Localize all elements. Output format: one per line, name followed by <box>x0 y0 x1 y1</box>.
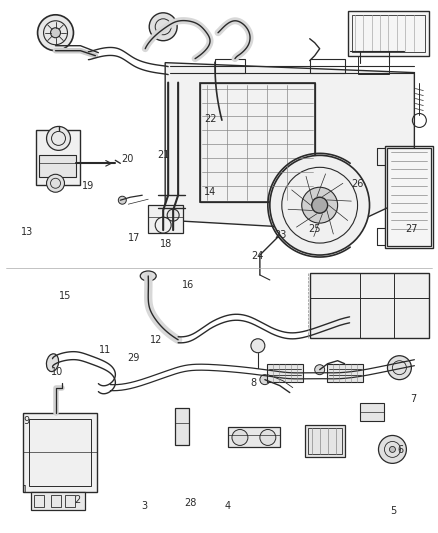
Text: 18: 18 <box>159 239 172 249</box>
Text: 1: 1 <box>21 484 28 495</box>
Bar <box>360 402 385 421</box>
Bar <box>200 83 314 202</box>
Text: 15: 15 <box>59 290 71 301</box>
Bar <box>31 492 85 510</box>
Circle shape <box>312 197 328 213</box>
Bar <box>327 364 363 382</box>
Bar <box>35 131 81 185</box>
Polygon shape <box>165 63 414 230</box>
Text: 23: 23 <box>274 230 286 240</box>
Text: 21: 21 <box>157 150 170 160</box>
Bar <box>39 155 77 177</box>
Circle shape <box>118 196 126 204</box>
Bar <box>352 15 425 52</box>
Bar <box>28 418 92 486</box>
Text: 6: 6 <box>397 445 403 455</box>
Circle shape <box>378 435 406 463</box>
Text: 26: 26 <box>352 179 364 189</box>
Text: 8: 8 <box>251 378 257 389</box>
Circle shape <box>149 13 177 41</box>
Bar <box>228 427 280 447</box>
Text: 17: 17 <box>127 233 140 244</box>
Text: 28: 28 <box>184 498 197 508</box>
Text: 4: 4 <box>225 500 231 511</box>
Text: 13: 13 <box>21 227 33 237</box>
Circle shape <box>232 430 248 446</box>
Circle shape <box>260 375 270 385</box>
Text: 24: 24 <box>251 251 264 261</box>
Bar <box>385 147 433 248</box>
Circle shape <box>270 155 370 255</box>
Text: 16: 16 <box>182 280 194 290</box>
Text: 19: 19 <box>82 181 94 191</box>
Bar <box>50 495 60 507</box>
Text: 27: 27 <box>405 224 417 235</box>
Circle shape <box>251 339 265 353</box>
Text: 5: 5 <box>391 506 397 516</box>
Circle shape <box>302 187 338 223</box>
Text: 3: 3 <box>142 500 148 511</box>
Circle shape <box>46 174 64 192</box>
Text: 14: 14 <box>204 187 216 197</box>
Bar <box>200 83 314 202</box>
Ellipse shape <box>140 271 156 281</box>
Bar <box>357 55 389 74</box>
Circle shape <box>388 356 411 379</box>
Bar <box>175 408 189 446</box>
Bar <box>23 413 97 492</box>
Text: 20: 20 <box>121 154 134 164</box>
Text: 29: 29 <box>127 353 140 363</box>
Text: 10: 10 <box>51 367 64 377</box>
Text: 11: 11 <box>99 345 112 356</box>
Circle shape <box>260 430 276 446</box>
Bar <box>215 59 245 72</box>
Bar <box>388 148 431 246</box>
Bar <box>66 495 75 507</box>
Text: 12: 12 <box>149 335 162 345</box>
Text: 2: 2 <box>74 495 80 505</box>
Circle shape <box>389 447 396 453</box>
Ellipse shape <box>46 354 59 372</box>
Bar <box>310 273 429 338</box>
Circle shape <box>167 209 179 221</box>
Text: 9: 9 <box>24 416 30 425</box>
Bar <box>34 495 43 507</box>
Bar <box>348 11 429 55</box>
Circle shape <box>50 28 60 38</box>
Circle shape <box>46 126 71 150</box>
Text: 7: 7 <box>410 394 417 405</box>
Bar <box>148 205 183 233</box>
Bar <box>310 59 345 72</box>
Text: 22: 22 <box>204 114 216 124</box>
Bar <box>267 364 303 382</box>
Bar <box>308 429 342 455</box>
Circle shape <box>314 365 325 375</box>
Circle shape <box>38 15 74 51</box>
Bar <box>305 425 345 457</box>
Text: 25: 25 <box>308 224 321 235</box>
